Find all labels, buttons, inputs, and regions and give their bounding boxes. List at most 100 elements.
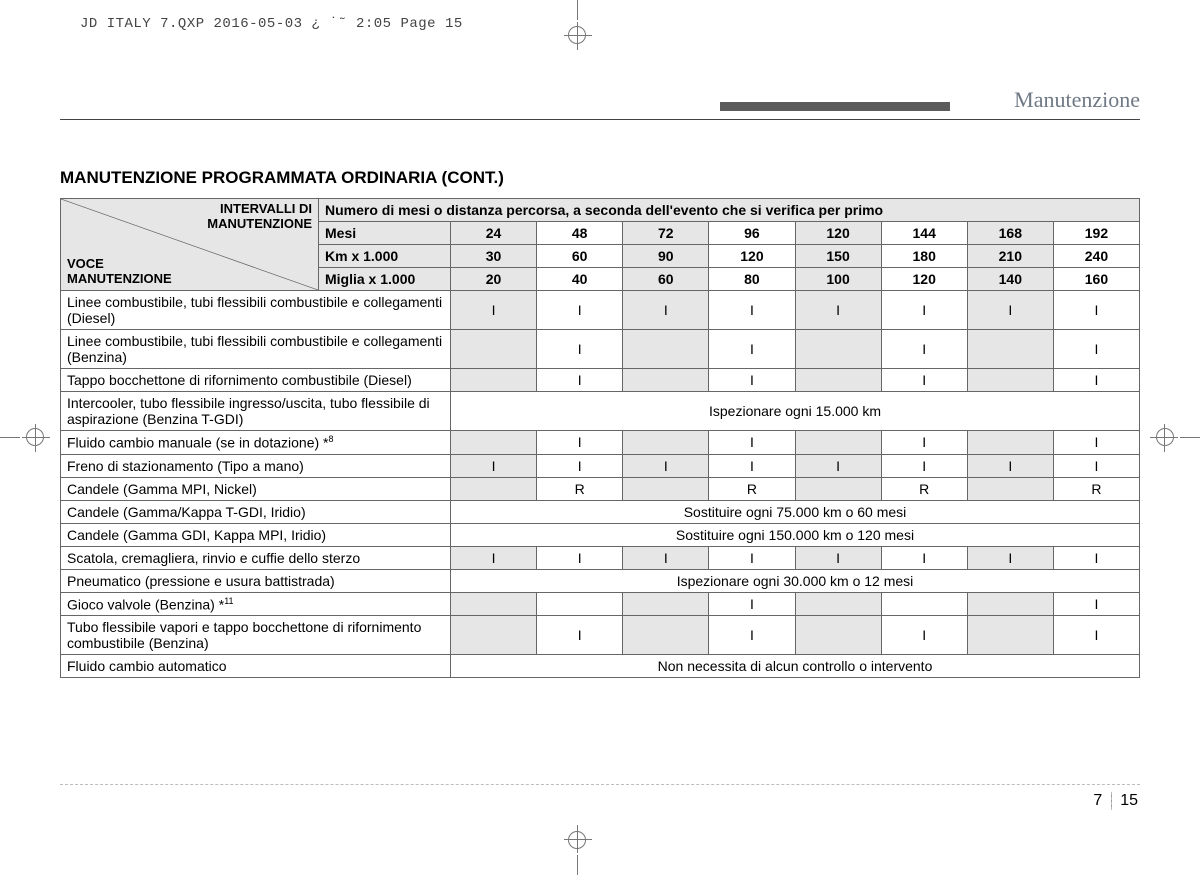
table-row: Candele (Gamma GDI, Kappa MPI, Iridio)So… [61,523,1140,546]
val-cell: I [1053,592,1139,616]
table-row: Linee combustibile, tubi flessibili comb… [61,330,1140,369]
corner-cell: INTERVALLI DIMANUTENZIONEVOCEMANUTENZION… [61,199,319,291]
page-number: 7 15 [1093,792,1138,810]
val-cell: I [967,291,1053,330]
span-header: Numero di mesi o distanza percorsa, a se… [319,199,1140,222]
val-cell: R [709,477,795,500]
val-cell [795,431,881,455]
running-head: Manutenzione [60,80,1140,120]
val-cell: R [1053,477,1139,500]
val-cell: I [795,454,881,477]
val-cell: I [709,592,795,616]
chapter-num: 7 [1093,792,1102,809]
val-cell [795,592,881,616]
val-cell: I [537,546,623,569]
maint-item: Candele (Gamma/Kappa T-GDI, Iridio) [61,500,451,523]
table-row: Pneumatico (pressione e usura battistrad… [61,569,1140,592]
val-cell: R [881,477,967,500]
table-row: Tubo flessibile vapori e tappo bocchetto… [61,616,1140,655]
unit-val: 240 [1053,245,1139,268]
unit-val: 120 [709,245,795,268]
val-cell: I [881,616,967,655]
unit-val: 180 [881,245,967,268]
crop-mark-right [1148,428,1200,448]
unit-val: 72 [623,222,709,245]
page-body: Manutenzione MANUTENZIONE PROGRAMMATA OR… [60,80,1140,815]
unit-val: 210 [967,245,1053,268]
val-cell: I [1053,431,1139,455]
val-cell: I [881,431,967,455]
print-slug: JD ITALY 7.QXP 2016-05-03 ¿ ˙˜ 2:05 Page… [80,16,463,32]
unit-val: 120 [795,222,881,245]
maint-item: Fluido cambio manuale (se in dotazione) … [61,431,451,455]
val-cell: I [881,330,967,369]
val-cell: I [709,454,795,477]
val-cell [451,330,537,369]
unit-label-mesi: Mesi [319,222,451,245]
val-cell [795,477,881,500]
val-cell: I [537,431,623,455]
unit-val: 48 [537,222,623,245]
chapter-title: Manutenzione [1014,87,1140,113]
val-cell [451,477,537,500]
unit-val: 20 [451,268,537,291]
val-cell [795,616,881,655]
val-cell: I [967,546,1053,569]
unit-label-miglia: Miglia x 1.000 [319,268,451,291]
unit-val: 96 [709,222,795,245]
table-row: Fluido cambio manuale (se in dotazione) … [61,431,1140,455]
maint-item: Linee combustibile, tubi flessibili comb… [61,291,451,330]
maint-item: Freno di stazionamento (Tipo a mano) [61,454,451,477]
val-cell: I [537,330,623,369]
val-cell: I [709,330,795,369]
val-cell: I [881,454,967,477]
table-row: Candele (Gamma/Kappa T-GDI, Iridio)Sosti… [61,500,1140,523]
val-cell: I [967,454,1053,477]
val-cell: I [881,546,967,569]
val-cell: I [623,291,709,330]
val-cell: I [1053,369,1139,392]
val-cell: I [1053,616,1139,655]
unit-val: 24 [451,222,537,245]
val-cell [451,431,537,455]
val-cell: I [1053,291,1139,330]
maint-item: Candele (Gamma MPI, Nickel) [61,477,451,500]
val-cell: I [451,454,537,477]
unit-val: 60 [623,268,709,291]
unit-val: 90 [623,245,709,268]
val-cell: I [623,546,709,569]
val-cell [795,330,881,369]
table-row: Intercooler, tubo flessibile ingresso/us… [61,392,1140,431]
crop-mark-left [0,428,52,448]
maint-item: Gioco valvole (Benzina) *11 [61,592,451,616]
page-num-val: 15 [1120,792,1138,809]
val-cell: I [1053,330,1139,369]
maint-item: Tappo bocchettone di rifornimento combus… [61,369,451,392]
val-cell: I [881,369,967,392]
val-cell: I [1053,454,1139,477]
val-cell: R [537,477,623,500]
header-bar [720,102,950,111]
val-cell [537,592,623,616]
unit-val: 168 [967,222,1053,245]
val-cell [451,616,537,655]
val-cell: I [537,454,623,477]
maint-item: Intercooler, tubo flessibile ingresso/us… [61,392,451,431]
unit-val: 120 [881,268,967,291]
maint-item: Pneumatico (pressione e usura battistrad… [61,569,451,592]
unit-val: 192 [1053,222,1139,245]
pagenum-sep [1111,792,1112,810]
span-cell: Sostituire ogni 75.000 km o 60 mesi [451,500,1140,523]
maintenance-table: INTERVALLI DIMANUTENZIONEVOCEMANUTENZION… [60,198,1140,678]
unit-val: 160 [1053,268,1139,291]
unit-val: 150 [795,245,881,268]
val-cell: I [537,369,623,392]
table-row: Scatola, cremagliera, rinvio e cuffie de… [61,546,1140,569]
span-cell: Non necessita di alcun controllo o inter… [451,655,1140,678]
val-cell: I [451,546,537,569]
val-cell: I [451,291,537,330]
val-cell [967,592,1053,616]
page-title: MANUTENZIONE PROGRAMMATA ORDINARIA (CONT… [60,168,1140,188]
val-cell: I [709,291,795,330]
val-cell: I [623,454,709,477]
